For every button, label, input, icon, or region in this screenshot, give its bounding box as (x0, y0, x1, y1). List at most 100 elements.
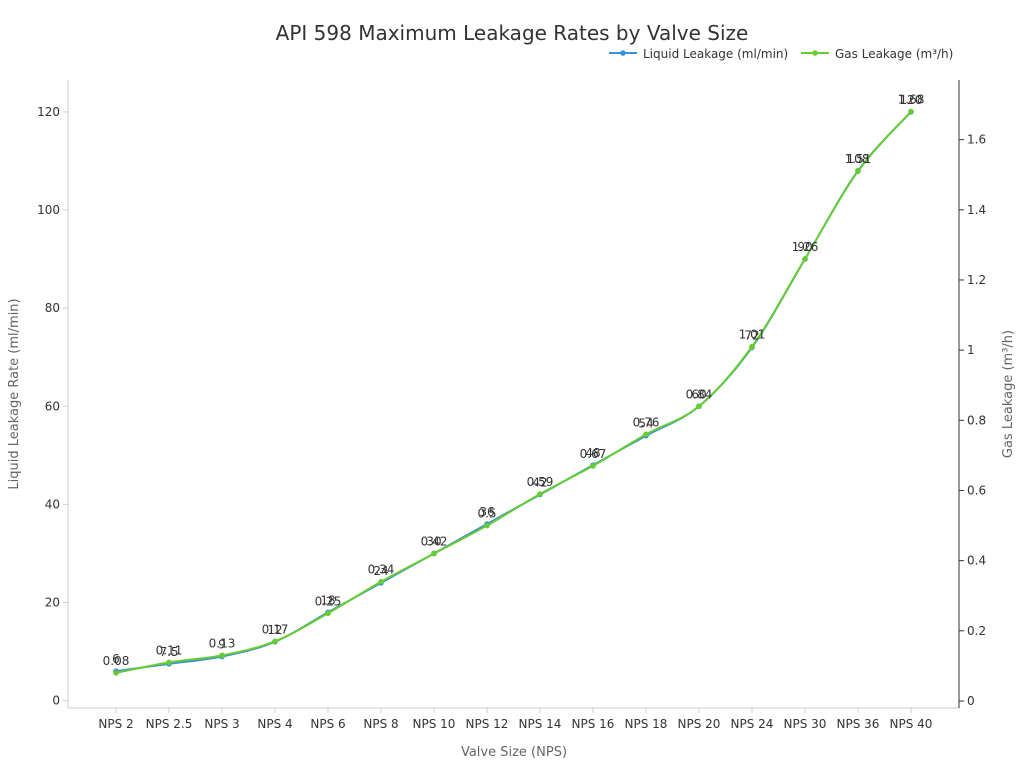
y-ticks-left: 0 20 40 60 80 100 120 (37, 105, 68, 708)
data-point-gas (855, 168, 861, 175)
data-label-liquid: 42 (532, 476, 547, 490)
data-point-gas (166, 659, 172, 666)
data-label-gas: 0.67 (580, 447, 607, 461)
data-label-gas: 1.68 (898, 93, 925, 107)
data-point-gas (113, 670, 119, 676)
data-label-gas: 1.26 (792, 240, 819, 254)
data-point-gas (590, 463, 596, 469)
y2-tick-label: 0 (967, 694, 975, 708)
legend-item-gas: Gas Leakage (m³/h) (801, 47, 953, 61)
data-label-liquid: 36 (479, 505, 494, 519)
x-tick-label: NPS 14 (519, 717, 562, 731)
x-axis-label: Valve Size (NPS) (461, 745, 567, 760)
data-label-gas: 0.25 (315, 594, 342, 608)
x-tick-label: NPS 4 (257, 717, 292, 731)
x-tick-label: NPS 36 (837, 717, 880, 731)
x-tick-label: NPS 24 (731, 717, 774, 731)
data-point-gas (325, 610, 331, 617)
data-label-liquid: 9 (218, 637, 226, 651)
series-line-liquid (115, 111, 912, 673)
x-ticks: NPS 2 NPS 2.5 NPS 3 NPS 4 NPS 6 NPS 8 NPS 10 NP… (98, 708, 932, 731)
data-label-liquid: 24 (373, 564, 388, 578)
y2-tick-label: 0.2 (967, 624, 986, 638)
x-tick-label: NPS 20 (678, 717, 721, 731)
x-tick-label: NPS 10 (413, 717, 456, 731)
x-tick-label: NPS 2.5 (146, 717, 193, 731)
x-tick-label: NPS 6 (310, 717, 345, 731)
y-tick-label: 0 (52, 694, 60, 708)
x-tick-label: NPS 40 (890, 717, 933, 731)
data-label-gas: 0.08 (103, 654, 130, 668)
y2-tick-label: 1.2 (967, 273, 986, 287)
legend-item-liquid: Liquid Leakage (ml/min) (609, 47, 788, 61)
x-tick-label: NPS 3 (204, 717, 239, 731)
legend-label: Liquid Leakage (ml/min) (643, 47, 788, 61)
x-tick-label: NPS 16 (572, 717, 615, 731)
y-tick-label: 60 (45, 399, 60, 413)
y-axis-label-left: Liquid Leakage Rate (ml/min) (7, 298, 22, 489)
data-label-liquid: 30 (426, 534, 441, 548)
y2-tick-label: 1 (967, 343, 975, 357)
data-label-liquid: 6 (112, 652, 120, 666)
data-label-liquid: 48 (585, 446, 600, 460)
legend-swatch-marker (812, 50, 818, 56)
x-tick-label: NPS 8 (363, 717, 398, 731)
data-point-gas (696, 403, 702, 410)
data-label-gas: 0.5 (477, 507, 496, 521)
data-label-gas: 0.76 (633, 415, 660, 429)
data-label-liquid: 12 (267, 623, 282, 637)
y2-tick-label: 0.6 (967, 483, 986, 497)
data-label-gas: 0.17 (262, 622, 289, 636)
data-point-gas (484, 522, 490, 529)
y-axis-label-right: Gas Leakage (m³/h) (1001, 330, 1016, 458)
chart-title: API 598 Maximum Leakage Rates by Valve S… (276, 21, 749, 45)
legend-label: Gas Leakage (m³/h) (835, 47, 953, 61)
axes (67, 80, 960, 709)
data-point-gas (908, 108, 914, 115)
y-tick-label: 100 (37, 203, 60, 217)
data-label-gas: 0.11 (156, 643, 183, 657)
data-point-gas (802, 256, 808, 262)
y2-tick-label: 0.4 (967, 554, 986, 568)
legend-swatch-marker (620, 50, 626, 56)
data-label-liquid: 90 (797, 240, 812, 254)
x-tick-label: NPS 18 (625, 717, 668, 731)
data-label-gas: 0.59 (527, 475, 554, 489)
y-tick-label: 20 (45, 596, 60, 610)
y2-tick-label: 0.8 (967, 413, 986, 427)
y-tick-label: 40 (45, 497, 60, 511)
legend: Liquid Leakage (ml/min) Gas Leakage (m³/h… (609, 47, 953, 61)
y-tick-label: 120 (37, 105, 60, 119)
x-tick-label: NPS 12 (466, 717, 509, 731)
data-labels-layer: 6 7.5 9 12 18 24 30 36 42 48 54 60 72 90 108 120 0.08 0.1… (103, 93, 925, 668)
data-label-liquid: 60 (691, 387, 706, 401)
y2-tick-label: 1.4 (967, 203, 986, 217)
data-label-gas: 1.51 (845, 152, 872, 166)
data-label-liquid: 72 (744, 328, 759, 342)
series-line-gas (115, 110, 912, 674)
x-tick-label: NPS 2 (98, 717, 133, 731)
data-point-gas (272, 638, 278, 645)
y-tick-label: 80 (45, 301, 60, 315)
data-point-gas (749, 343, 755, 350)
data-label-gas: 0.84 (686, 387, 713, 401)
x-tick-label: NPS 30 (784, 717, 827, 731)
data-label-gas: 0.42 (421, 535, 448, 549)
data-point-gas (643, 431, 649, 438)
data-point-gas (219, 652, 225, 659)
data-label-gas: 1.01 (739, 328, 766, 342)
data-label-liquid: 18 (320, 593, 335, 607)
data-point-gas (431, 550, 437, 557)
data-label-liquid: 108 (847, 152, 870, 166)
data-label-gas: 0.34 (368, 563, 395, 577)
data-point-gas (378, 578, 384, 585)
data-label-liquid: 54 (638, 417, 653, 431)
data-label-gas: 0.13 (209, 636, 236, 650)
series-layer (113, 108, 914, 676)
data-label-liquid: 7.5 (159, 645, 178, 659)
y-ticks-right: 0 0.2 0.4 0.6 0.8 1 1.2 1.4 1.6 (959, 133, 986, 708)
data-label-liquid: 120 (900, 93, 923, 107)
y2-tick-label: 1.6 (967, 133, 986, 147)
data-point-gas (537, 491, 543, 497)
